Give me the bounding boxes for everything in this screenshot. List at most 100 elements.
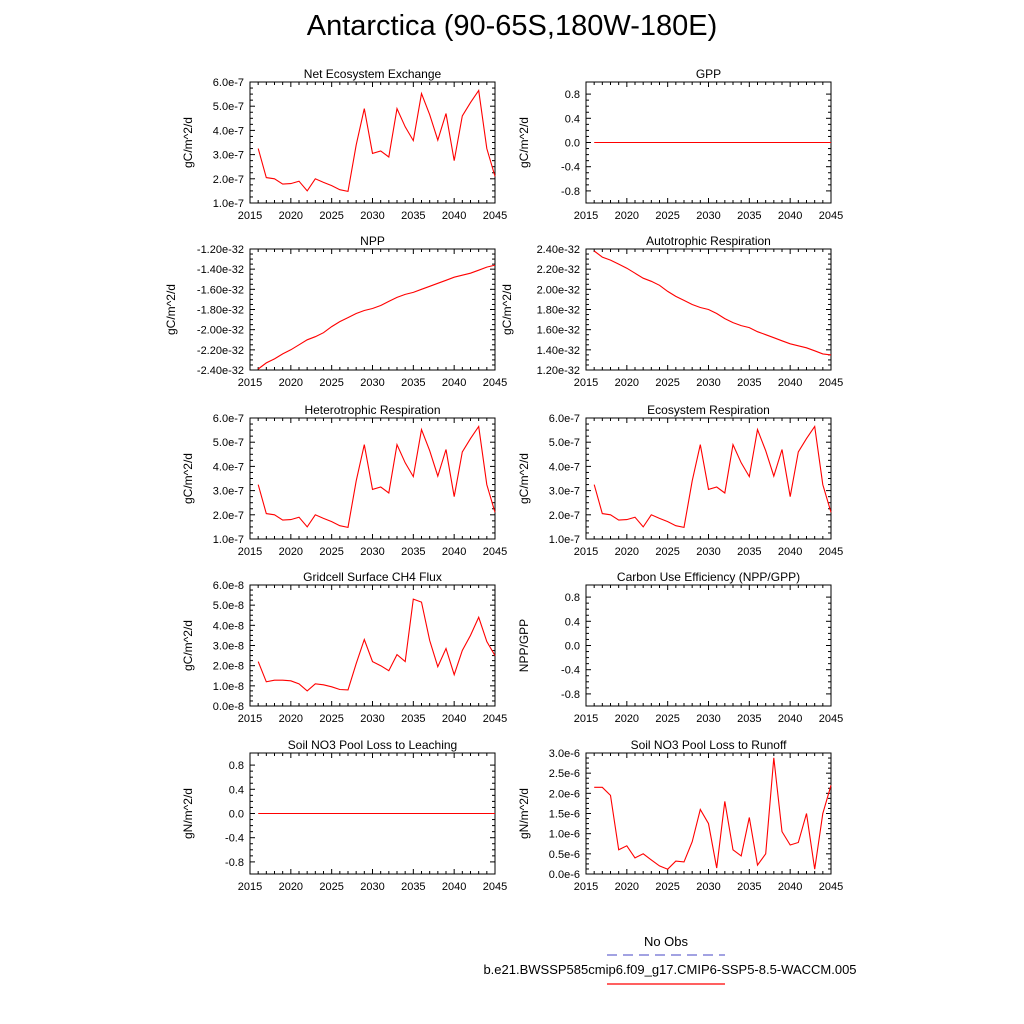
x-tick-label: 2020	[615, 713, 639, 725]
x-tick-label: 2020	[615, 377, 639, 389]
x-tick-label: 2040	[778, 210, 802, 222]
panel-title: Heterotrophic Respiration	[304, 403, 440, 417]
x-tick-label: 2035	[401, 713, 425, 725]
legend-case-label: b.e21.BWSSP585cmip6.f09_g17.CMIP6-SSP5-8…	[483, 962, 857, 977]
y-tick-label: 0.8	[229, 760, 244, 772]
x-tick-label: 2040	[778, 377, 802, 389]
x-tick-label: 2040	[778, 546, 802, 558]
y-tick-label: 0.8	[565, 89, 580, 101]
series-line	[257, 89, 496, 193]
x-tick-label: 2035	[737, 881, 761, 893]
x-tick-label: 2040	[442, 881, 466, 893]
x-tick-label: 2040	[442, 546, 466, 558]
x-tick-label: 2020	[279, 713, 303, 725]
x-tick-label: 2045	[483, 377, 507, 389]
y-tick-label: 0.5e-6	[549, 849, 580, 861]
plot-frame	[585, 752, 832, 875]
x-tick-label: 2015	[238, 713, 262, 725]
panel-3: Autotrophic Respiration 2015 2020 2025 2030 2…	[500, 234, 843, 389]
x-tick-label: 2030	[696, 546, 720, 558]
x-tick-label: 2040	[442, 377, 466, 389]
plot-frame	[249, 584, 496, 707]
panel-title: NPP	[360, 234, 385, 248]
x-tick-label: 2040	[778, 713, 802, 725]
y-tick-label: 6.0e-8	[213, 580, 244, 592]
y-tick-label: 0.0	[565, 641, 580, 653]
y-tick-label: 0.4	[229, 784, 244, 796]
y-axis-label: gC/m^2/d	[181, 117, 195, 168]
x-tick-label: 2035	[737, 210, 761, 222]
x-tick-label: 2045	[483, 881, 507, 893]
y-tick-label: 2.5e-6	[549, 768, 580, 780]
y-tick-label: 0.4	[565, 113, 580, 125]
y-tick-label: 2.0e-7	[213, 510, 244, 522]
y-tick-label: 4.0e-7	[549, 461, 580, 473]
x-tick-label: 2035	[401, 377, 425, 389]
y-tick-label: 2.0e-8	[213, 661, 244, 673]
x-tick-label: 2015	[574, 881, 598, 893]
x-tick-label: 2015	[238, 210, 262, 222]
x-tick-label: 2015	[238, 881, 262, 893]
x-tick-label: 2045	[483, 210, 507, 222]
y-axis-label: gN/m^2/d	[181, 788, 195, 839]
x-tick-label: 2030	[360, 210, 384, 222]
y-tick-label: 1.40e-32	[537, 345, 580, 357]
y-tick-label: 0.0	[229, 809, 244, 821]
x-tick-label: 2045	[819, 210, 843, 222]
panel-4: Heterotrophic Respiration 2015 2020 2025 203…	[181, 403, 507, 558]
y-tick-label: 0.4	[565, 616, 580, 628]
x-tick-label: 2040	[778, 881, 802, 893]
x-tick-label: 2045	[483, 713, 507, 725]
x-tick-label: 2040	[442, 713, 466, 725]
x-tick-label: 2030	[360, 377, 384, 389]
y-tick-label: -0.4	[225, 833, 244, 845]
y-tick-label: 5.0e-7	[549, 437, 580, 449]
x-tick-label: 2030	[696, 377, 720, 389]
y-tick-label: 5.0e-8	[213, 600, 244, 612]
y-tick-label: 1.0e-8	[213, 681, 244, 693]
x-tick-label: 2015	[574, 210, 598, 222]
x-tick-label: 2035	[737, 713, 761, 725]
y-tick-label: 4.0e-7	[213, 125, 244, 137]
y-tick-label: 3.0e-7	[213, 150, 244, 162]
x-tick-label: 2025	[319, 377, 343, 389]
y-tick-label: -2.00e-32	[197, 325, 244, 337]
figure-title: Antarctica (90-65S,180W-180E)	[306, 10, 718, 42]
y-tick-label: -0.4	[561, 162, 580, 174]
x-tick-label: 2045	[819, 377, 843, 389]
plot-frame	[249, 417, 496, 540]
y-axis-label: gC/m^2/d	[517, 117, 531, 168]
y-tick-label: 5.0e-7	[213, 101, 244, 113]
panel-8: Soil NO3 Pool Loss to Leaching 2015 2020 20…	[181, 738, 507, 893]
x-tick-label: 2020	[279, 377, 303, 389]
y-tick-label: 1.0e-7	[213, 198, 244, 210]
y-tick-label: 2.0e-7	[549, 510, 580, 522]
x-tick-label: 2025	[655, 713, 679, 725]
y-tick-label: 1.0e-7	[213, 534, 244, 546]
y-tick-label: 3.0e-7	[213, 486, 244, 498]
y-tick-label: 4.0e-8	[213, 620, 244, 632]
x-tick-label: 2020	[279, 546, 303, 558]
panel-9: Soil NO3 Pool Loss to Runoff 2015 2020 2025…	[517, 738, 843, 893]
x-tick-label: 2015	[574, 546, 598, 558]
y-axis-label: gC/m^2/d	[164, 284, 178, 335]
x-tick-label: 2025	[655, 377, 679, 389]
y-tick-label: 1.5e-6	[549, 809, 580, 821]
x-tick-label: 2020	[615, 881, 639, 893]
x-tick-label: 2035	[401, 881, 425, 893]
y-tick-label: 1.0e-7	[549, 534, 580, 546]
x-tick-label: 2015	[574, 713, 598, 725]
x-tick-label: 2025	[319, 546, 343, 558]
y-tick-label: 2.40e-32	[537, 244, 580, 256]
y-tick-label: -0.4	[561, 665, 580, 677]
x-tick-label: 2045	[483, 546, 507, 558]
series-line	[257, 425, 496, 529]
y-tick-label: 3.0e-8	[213, 641, 244, 653]
x-tick-label: 2045	[819, 546, 843, 558]
series-line	[257, 598, 496, 692]
x-tick-label: 2035	[737, 377, 761, 389]
y-tick-label: 2.20e-32	[537, 264, 580, 276]
y-tick-label: 0.0	[565, 138, 580, 150]
y-tick-label: 2.0e-6	[549, 788, 580, 800]
x-tick-label: 2030	[360, 713, 384, 725]
